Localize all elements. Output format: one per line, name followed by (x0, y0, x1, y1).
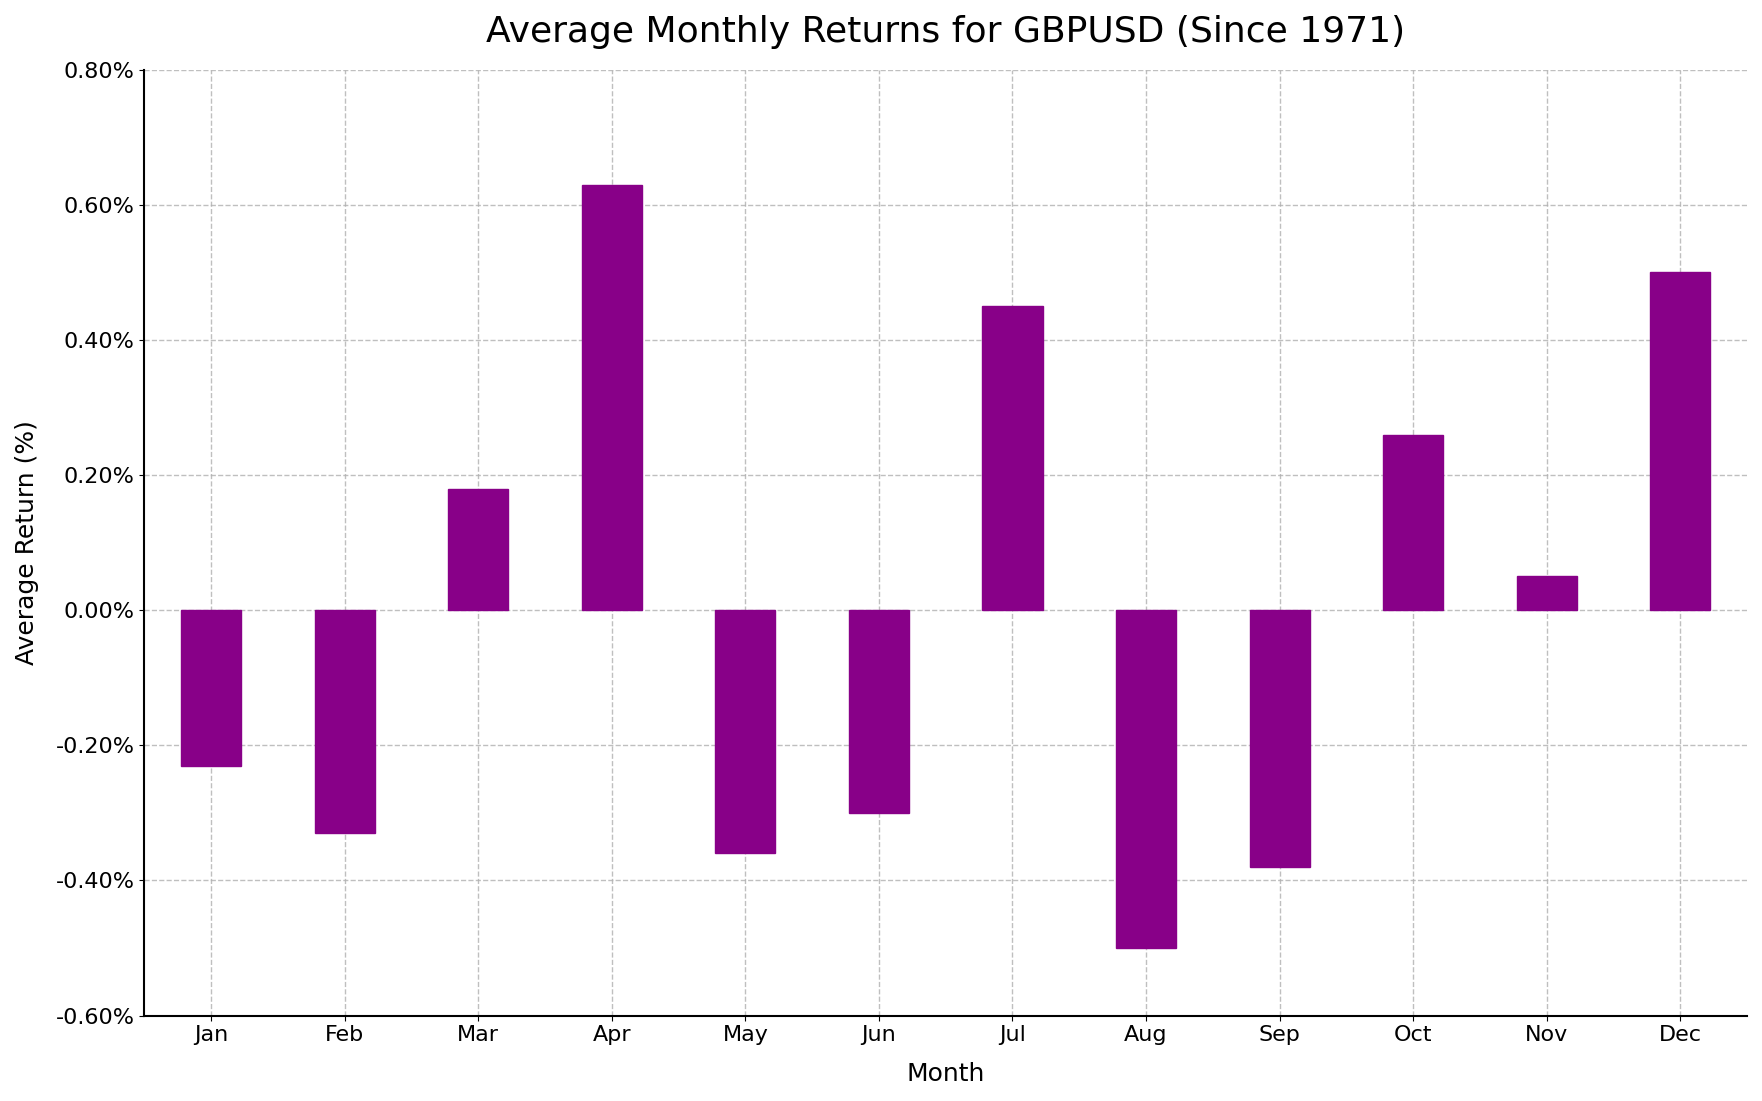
Bar (315, 610, 375, 833)
Bar (1115, 610, 1175, 948)
Bar (181, 610, 241, 765)
Bar (1383, 435, 1443, 610)
Y-axis label: Average Return (%): Average Return (%) (16, 421, 39, 665)
Bar (1249, 610, 1309, 866)
Bar (581, 185, 641, 610)
Bar (849, 610, 909, 813)
Title: Average Monthly Returns for GBPUSD (Since 1971): Average Monthly Returns for GBPUSD (Sinc… (486, 15, 1406, 50)
Bar (715, 610, 775, 853)
Bar (448, 489, 507, 610)
Bar (983, 306, 1043, 610)
Bar (1517, 577, 1577, 610)
Bar (1651, 272, 1711, 610)
X-axis label: Month: Month (906, 1062, 985, 1086)
